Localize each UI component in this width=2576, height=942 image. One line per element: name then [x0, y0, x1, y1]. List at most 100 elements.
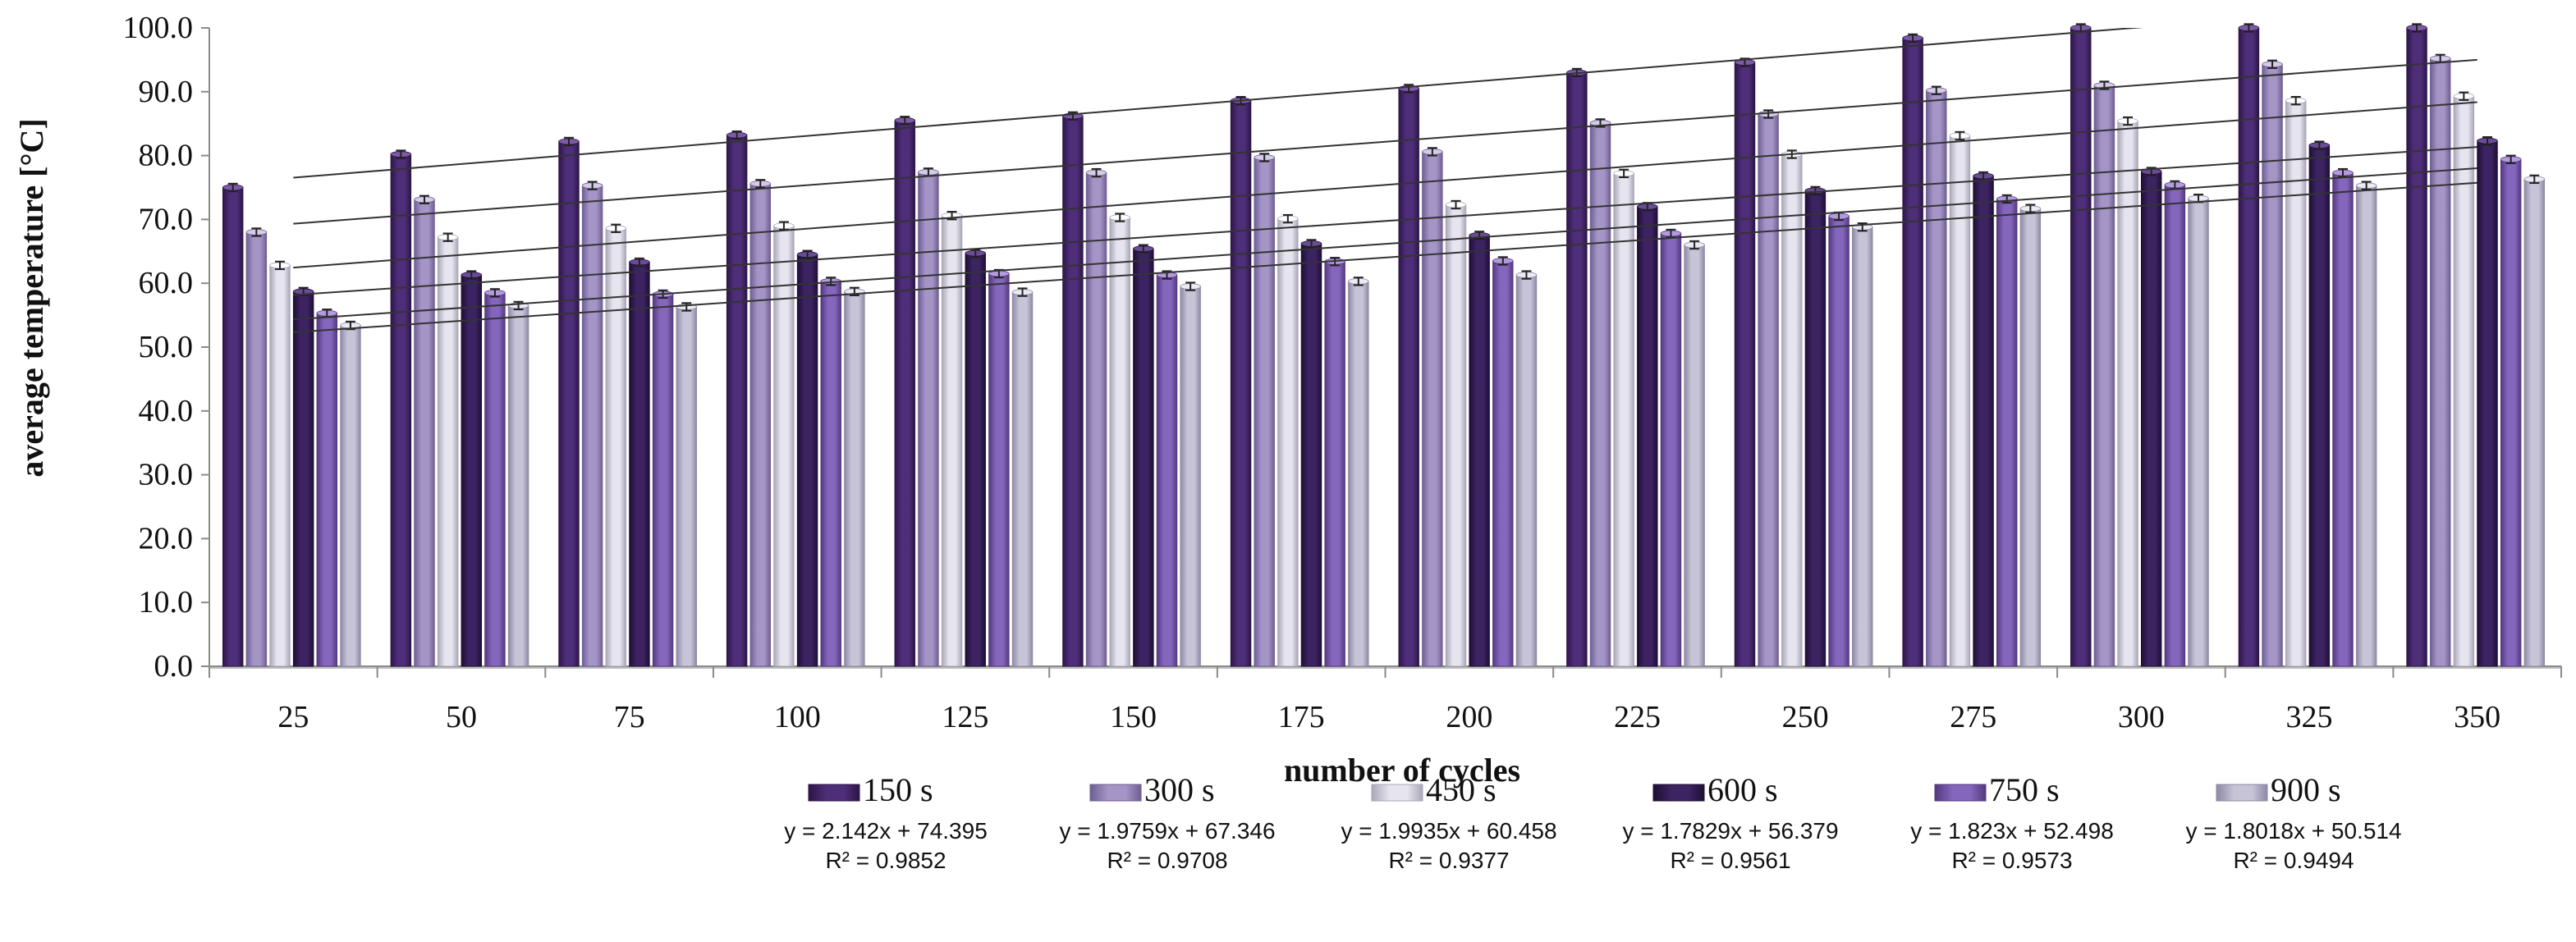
- bar: [2332, 172, 2354, 667]
- bar: [2117, 121, 2138, 667]
- trendline-equation: y = 1.9935x + 60.458: [1341, 818, 1556, 844]
- legend-swatch: [1371, 784, 1423, 802]
- trendline-equation: y = 1.7829x + 56.379: [1622, 818, 1838, 844]
- bars: [222, 25, 2546, 667]
- bar: [894, 120, 915, 667]
- bar: [1398, 88, 1419, 667]
- bar: [1133, 248, 1154, 667]
- y-axis-title: average temperature [°C]: [13, 118, 50, 477]
- bar: [1637, 206, 1658, 667]
- trendlines: [293, 28, 2477, 333]
- bar: [340, 325, 361, 667]
- trendline: [293, 146, 2477, 296]
- x-tick-label: 350: [2454, 700, 2500, 734]
- legend-swatch: [1652, 784, 1705, 802]
- bar: [605, 227, 627, 667]
- bar: [2355, 185, 2377, 667]
- bar: [1348, 281, 1369, 667]
- bar: [292, 290, 314, 667]
- bar: [676, 306, 697, 667]
- y-tick-label: 80.0: [139, 139, 194, 173]
- trendline-equation: y = 1.9759x + 67.346: [1059, 818, 1275, 844]
- tick-labels: 0.0 10.0 20.0 30.0 40.0 50.0 60.0 70.0 80.0 90.0 1…: [123, 11, 2501, 734]
- trendline: [293, 28, 2144, 179]
- legend-label: 900 s: [2271, 771, 2341, 808]
- bar: [1469, 235, 1490, 667]
- bar: [1852, 226, 1873, 667]
- bar: [581, 185, 603, 667]
- bar: [1902, 38, 1923, 667]
- bar: [1254, 157, 1275, 667]
- legend-label: 450 s: [1426, 771, 1497, 808]
- trendline-r2: R² = 0.9561: [1670, 848, 1790, 873]
- bar: [1300, 243, 1322, 667]
- bar: [1422, 151, 1443, 667]
- bar: [629, 262, 650, 667]
- x-tick-label: 25: [277, 700, 309, 734]
- bar: [1758, 113, 1779, 667]
- trendline: [293, 181, 2477, 333]
- bar: [2070, 27, 2092, 667]
- trendline: [293, 167, 2477, 321]
- bar: [918, 171, 939, 667]
- bar: [1566, 72, 1588, 667]
- bar: [1589, 122, 1611, 667]
- bar: [1804, 190, 1827, 667]
- bar: [1011, 291, 1034, 667]
- bar: [316, 313, 338, 667]
- trendline-r2: R² = 0.9573: [1951, 848, 2072, 873]
- bar: [1828, 216, 1849, 667]
- bar: [820, 281, 841, 667]
- legend-label: 750 s: [1989, 771, 2060, 808]
- trendline-r2: R² = 0.9852: [825, 848, 946, 873]
- legend-item: 450 s y = 1.9935x + 60.458 R² = 0.9377: [1341, 771, 1556, 873]
- x-tick-label: 225: [1614, 700, 1661, 734]
- legend: 150 s y = 2.142x + 74.395 R² = 0.9852 300 s…: [784, 771, 2401, 873]
- y-tick-label: 90.0: [139, 75, 194, 109]
- x-tick-label: 250: [1782, 700, 1829, 734]
- bar: [2164, 184, 2186, 667]
- x-tick-label: 100: [774, 700, 821, 734]
- bar: [507, 305, 529, 667]
- bar: [437, 236, 459, 667]
- bar: [2500, 158, 2522, 667]
- legend-label: 300 s: [1144, 771, 1215, 808]
- y-tick-label: 70.0: [139, 202, 194, 236]
- legend-swatch: [1089, 784, 1142, 802]
- legend-swatch: [808, 784, 860, 802]
- bar: [1973, 176, 1994, 667]
- x-tick-label: 275: [1950, 700, 1996, 734]
- bar: [726, 135, 748, 667]
- bar: [965, 253, 986, 667]
- trendline-r2: R² = 0.9494: [2233, 848, 2354, 873]
- y-tick-label: 40.0: [139, 394, 194, 428]
- x-axis-title: number of cycles: [1284, 752, 1520, 789]
- bar: [844, 290, 865, 667]
- bar: [773, 225, 795, 667]
- bar: [2019, 208, 2042, 667]
- x-tick-label: 50: [446, 700, 477, 734]
- bar: [2285, 100, 2307, 667]
- bar: [2238, 27, 2260, 667]
- bar: [1949, 135, 1971, 667]
- x-tick-label: 150: [1110, 700, 1157, 734]
- bar: [245, 231, 268, 667]
- bar: [2093, 85, 2115, 667]
- legend-item: 300 s y = 1.9759x + 67.346 R² = 0.9708: [1059, 771, 1275, 873]
- bar: [390, 153, 412, 667]
- bar: [1613, 172, 1634, 667]
- y-tick-label: 20.0: [139, 521, 194, 556]
- legend-label: 150 s: [863, 771, 933, 808]
- bar: [941, 215, 963, 667]
- bar: [1324, 261, 1345, 667]
- bar: [2477, 140, 2498, 667]
- bar: [749, 183, 772, 667]
- trendline: [293, 58, 2477, 225]
- y-tick-label: 50.0: [139, 330, 194, 364]
- bar: [1085, 172, 1107, 667]
- bar: [1277, 218, 1299, 667]
- trendline: [293, 101, 2477, 269]
- legend-label: 600 s: [1707, 771, 1778, 808]
